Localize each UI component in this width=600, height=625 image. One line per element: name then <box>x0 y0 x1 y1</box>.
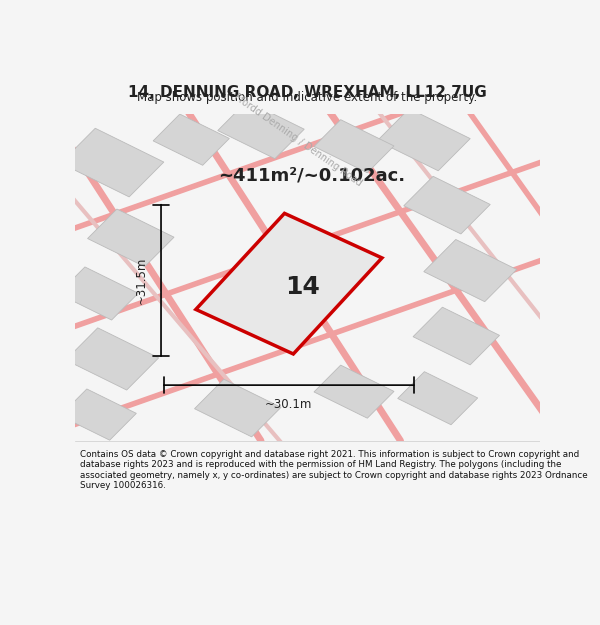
Text: Contains OS data © Crown copyright and database right 2021. This information is : Contains OS data © Crown copyright and d… <box>80 450 587 490</box>
Polygon shape <box>60 389 136 440</box>
Text: ~31.5m: ~31.5m <box>135 257 148 304</box>
Text: 14, DENNING ROAD, WREXHAM, LL12 7UG: 14, DENNING ROAD, WREXHAM, LL12 7UG <box>128 84 487 99</box>
Polygon shape <box>398 372 478 425</box>
Polygon shape <box>232 240 346 328</box>
Polygon shape <box>218 101 304 159</box>
Polygon shape <box>424 239 517 302</box>
Polygon shape <box>194 379 281 437</box>
Text: Map shows position and indicative extent of the property.: Map shows position and indicative extent… <box>137 91 478 104</box>
Polygon shape <box>377 109 470 171</box>
Polygon shape <box>404 176 490 234</box>
Text: Ffordd Denning / Denning Road: Ffordd Denning / Denning Road <box>232 91 364 188</box>
Polygon shape <box>314 365 394 418</box>
Polygon shape <box>66 328 158 390</box>
Polygon shape <box>314 119 394 172</box>
Text: 14: 14 <box>286 275 320 299</box>
Polygon shape <box>88 209 174 267</box>
Text: ~411m²/~0.102ac.: ~411m²/~0.102ac. <box>218 167 406 184</box>
Polygon shape <box>413 308 500 365</box>
Text: ~30.1m: ~30.1m <box>265 398 313 411</box>
Polygon shape <box>196 213 382 354</box>
Polygon shape <box>153 114 229 165</box>
Polygon shape <box>58 267 138 320</box>
Polygon shape <box>61 128 164 197</box>
